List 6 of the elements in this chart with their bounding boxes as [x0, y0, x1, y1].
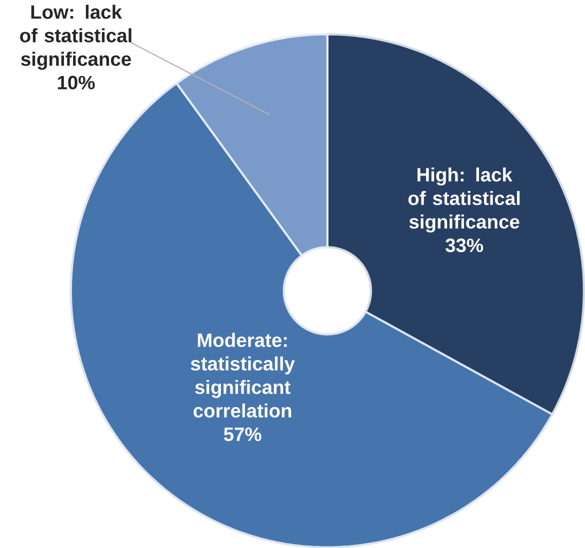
slice-label: Moderate: statistically significant correlation — [190, 332, 295, 418]
data-label: 33% — [446, 238, 484, 252]
slice-label: Low: lack of statistical significance — [20, 4, 132, 70]
slice-label: High: lack of statistical significance — [408, 167, 520, 232]
data-label: 57% — [224, 427, 262, 441]
data-label: 10% — [58, 76, 95, 90]
